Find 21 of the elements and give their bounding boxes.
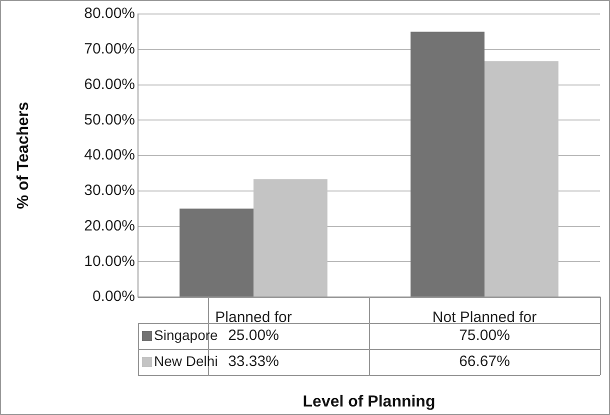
x-tick-label: Not Planned for xyxy=(432,309,537,326)
y-tick-label: 10.00% xyxy=(84,252,135,270)
data-label: 66.67% xyxy=(459,353,510,370)
x-axis-title: Level of Planning xyxy=(302,393,436,410)
y-tick-label: 70.00% xyxy=(84,40,135,58)
bar xyxy=(410,32,484,296)
x-tick-label: Planned for xyxy=(215,309,292,326)
y-tick-label: 30.00% xyxy=(84,182,135,200)
data-label: 25.00% xyxy=(228,327,279,344)
bar xyxy=(180,208,254,296)
y-axis-title: % of Teachers xyxy=(15,102,32,210)
y-tick-label: 80.00% xyxy=(84,5,135,22)
y-tick-label: 60.00% xyxy=(84,76,135,93)
y-tick-label: 50.00% xyxy=(84,111,135,128)
data-label: 33.33% xyxy=(228,353,279,370)
legend-label: Singapore xyxy=(154,326,218,343)
y-tick-label: 20.00% xyxy=(84,217,135,234)
legend-label: New Delhi xyxy=(154,352,218,369)
data-label: 75.00% xyxy=(459,327,510,344)
y-tick-label: 0.00% xyxy=(92,288,135,306)
y-tick-label: 40.00% xyxy=(84,146,135,164)
